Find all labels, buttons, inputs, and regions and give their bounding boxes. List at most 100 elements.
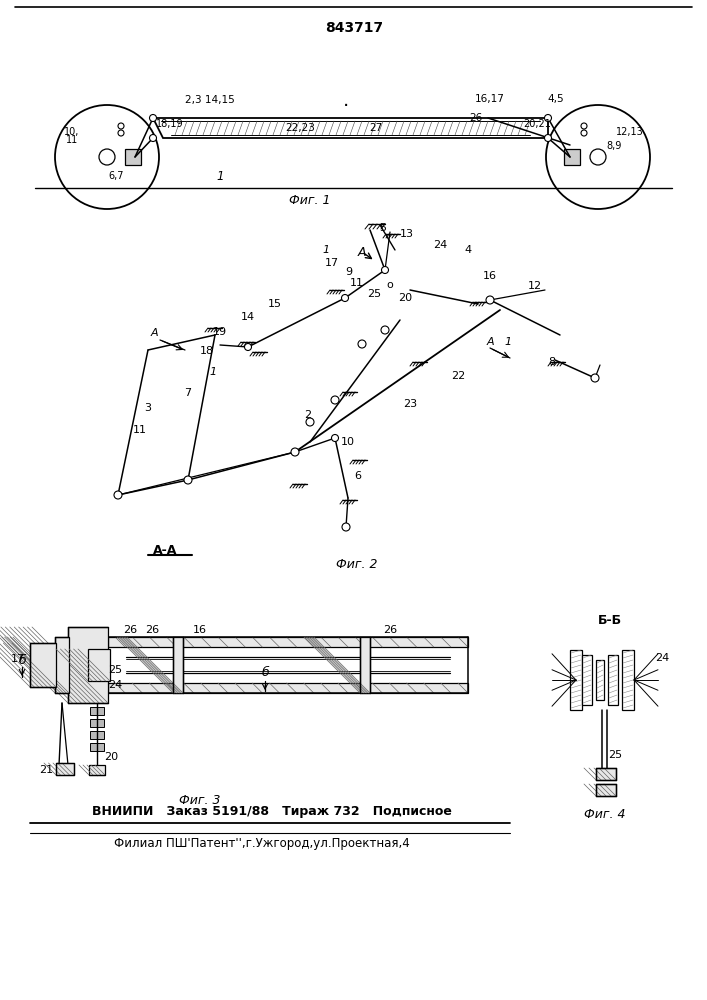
Text: А: А	[358, 245, 366, 258]
Text: 15: 15	[268, 299, 282, 309]
Text: Фиг. 1: Фиг. 1	[289, 194, 331, 207]
Text: 20: 20	[398, 293, 412, 303]
Bar	[570, 650, 582, 710]
Bar	[108, 683, 468, 693]
Text: 19: 19	[213, 327, 227, 337]
Bar	[564, 149, 580, 165]
Circle shape	[581, 123, 587, 129]
Circle shape	[581, 130, 587, 136]
Text: 16: 16	[483, 271, 497, 281]
Circle shape	[291, 448, 299, 456]
Text: б: б	[261, 666, 269, 680]
Bar	[90, 731, 104, 739]
Bar	[30, 643, 56, 687]
Text: 13: 13	[400, 229, 414, 239]
Bar	[360, 637, 370, 693]
Bar	[108, 637, 468, 647]
Text: 24: 24	[108, 680, 122, 690]
Bar	[68, 627, 108, 703]
Bar	[596, 660, 604, 700]
Bar	[582, 655, 592, 705]
Text: 25: 25	[367, 289, 381, 299]
Text: 1: 1	[504, 337, 512, 347]
Circle shape	[382, 266, 389, 273]
Text: 20: 20	[104, 752, 118, 762]
Text: 12: 12	[528, 281, 542, 291]
Text: 2: 2	[305, 410, 312, 420]
Circle shape	[486, 296, 494, 304]
Text: 24: 24	[433, 240, 447, 250]
Text: б: б	[18, 654, 26, 668]
Circle shape	[306, 418, 314, 426]
Circle shape	[184, 476, 192, 484]
Text: А: А	[150, 328, 158, 338]
Circle shape	[149, 134, 156, 141]
Bar	[78, 656, 88, 664]
Text: 26: 26	[123, 625, 137, 635]
Circle shape	[341, 294, 349, 302]
Bar	[88, 649, 110, 681]
Text: Филиал ПШ'Патент'',г.Ужгород,ул.Проектная,4: Филиал ПШ'Патент'',г.Ужгород,ул.Проектна…	[114, 838, 410, 850]
Text: Фиг. 4: Фиг. 4	[584, 808, 626, 822]
Circle shape	[149, 114, 156, 121]
Text: 22,23: 22,23	[285, 123, 315, 133]
Text: 26: 26	[469, 113, 483, 123]
Text: 9: 9	[346, 267, 353, 277]
Bar	[90, 743, 104, 751]
Text: Фиг. 2: Фиг. 2	[337, 558, 378, 572]
Text: 1: 1	[322, 245, 329, 255]
Text: 4,5: 4,5	[548, 94, 564, 104]
Text: 10,: 10,	[64, 127, 80, 137]
Text: 3: 3	[144, 403, 151, 413]
Bar	[90, 719, 104, 727]
Text: o: o	[387, 280, 393, 290]
Circle shape	[544, 114, 551, 121]
Text: 25: 25	[608, 750, 622, 760]
Text: 843717: 843717	[325, 21, 383, 35]
Text: 26: 26	[145, 625, 159, 635]
Bar	[78, 646, 88, 654]
Text: 6: 6	[354, 471, 361, 481]
Text: 17: 17	[325, 258, 339, 268]
Bar	[56, 763, 74, 775]
Bar	[622, 650, 634, 710]
Text: 6,7: 6,7	[108, 171, 124, 181]
Circle shape	[118, 123, 124, 129]
Text: 1: 1	[216, 169, 223, 182]
Text: 8: 8	[549, 357, 556, 367]
Bar	[608, 655, 618, 705]
Text: 21: 21	[39, 765, 53, 775]
Bar	[55, 637, 69, 693]
Text: 8,9: 8,9	[607, 141, 621, 151]
Bar	[173, 637, 183, 693]
Text: 2,3 14,15: 2,3 14,15	[185, 95, 235, 105]
Bar	[90, 707, 104, 715]
Text: 16: 16	[193, 625, 207, 635]
Circle shape	[358, 340, 366, 348]
Text: 14: 14	[241, 312, 255, 322]
Text: А: А	[486, 337, 493, 347]
Text: 27: 27	[369, 123, 382, 133]
Text: 5: 5	[380, 223, 387, 233]
Text: 26: 26	[383, 625, 397, 635]
Circle shape	[114, 491, 122, 499]
Text: 11: 11	[66, 135, 78, 145]
Text: 11: 11	[350, 278, 364, 288]
Text: .: .	[343, 91, 349, 109]
Text: 23: 23	[403, 399, 417, 409]
Bar	[596, 768, 616, 780]
Bar	[125, 149, 141, 165]
Text: 18: 18	[200, 346, 214, 356]
Text: 11: 11	[133, 425, 147, 435]
Text: 25: 25	[108, 665, 122, 675]
Circle shape	[544, 134, 551, 141]
Bar	[78, 666, 88, 674]
Text: ВНИИПИ   Заказ 5191/88   Тираж 732   Подписное: ВНИИПИ Заказ 5191/88 Тираж 732 Подписное	[92, 806, 452, 818]
Text: 18,19: 18,19	[156, 119, 184, 129]
Text: 7: 7	[185, 388, 192, 398]
Text: А-А: А-А	[153, 544, 177, 556]
Bar	[89, 765, 105, 775]
Circle shape	[245, 344, 252, 351]
Text: 20,21: 20,21	[523, 119, 551, 129]
Circle shape	[591, 374, 599, 382]
